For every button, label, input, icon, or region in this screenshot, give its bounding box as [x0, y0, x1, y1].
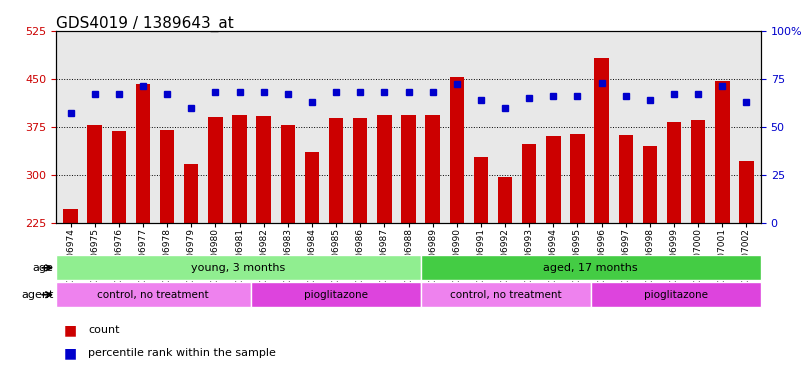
Bar	[449, 78, 464, 223]
Bar	[160, 130, 175, 223]
Bar	[280, 125, 295, 223]
Bar	[184, 164, 199, 223]
Bar	[498, 177, 513, 223]
Text: percentile rank within the sample: percentile rank within the sample	[88, 348, 276, 358]
Bar	[304, 152, 319, 223]
Text: count: count	[88, 325, 119, 335]
Bar	[618, 135, 633, 223]
Text: agent: agent	[21, 290, 53, 300]
Text: age: age	[32, 263, 53, 273]
Text: control, no treatment: control, no treatment	[450, 290, 562, 300]
Bar	[208, 117, 223, 223]
Bar	[425, 115, 440, 223]
Bar	[522, 144, 537, 223]
Bar	[666, 122, 682, 223]
Text: young, 3 months: young, 3 months	[191, 263, 285, 273]
Text: ■: ■	[64, 346, 77, 360]
Bar	[642, 146, 657, 223]
Bar	[691, 120, 706, 223]
Text: control, no treatment: control, no treatment	[98, 290, 209, 300]
Bar	[401, 115, 416, 223]
Bar	[594, 58, 609, 223]
Bar	[329, 118, 344, 223]
Bar	[135, 84, 151, 223]
Text: pioglitazone: pioglitazone	[304, 290, 368, 300]
Text: pioglitazone: pioglitazone	[644, 290, 708, 300]
Text: GDS4019 / 1389643_at: GDS4019 / 1389643_at	[56, 15, 234, 31]
Bar	[570, 134, 585, 223]
Bar	[232, 115, 247, 223]
Text: aged, 17 months: aged, 17 months	[544, 263, 638, 273]
Bar	[473, 157, 488, 223]
Bar	[111, 131, 126, 223]
Bar	[87, 125, 102, 223]
Bar	[63, 209, 78, 223]
Bar	[715, 81, 730, 223]
Bar	[256, 116, 271, 223]
Bar	[377, 115, 392, 223]
Bar	[353, 118, 368, 223]
Text: ■: ■	[64, 323, 77, 337]
Bar	[739, 161, 754, 223]
Bar	[546, 136, 561, 223]
